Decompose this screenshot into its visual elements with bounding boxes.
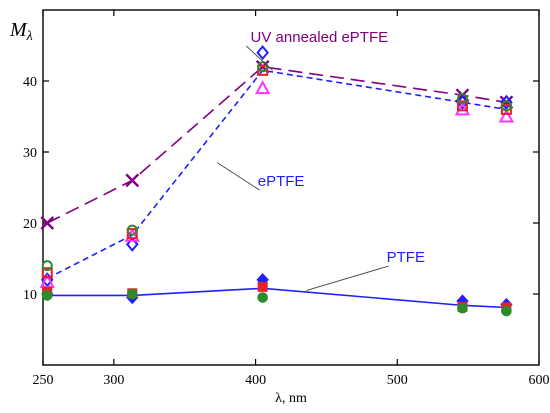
marker-open-square-3-2	[257, 64, 269, 76]
marker-open-triangle-2-4	[498, 108, 515, 123]
marker-open-triangle-2-3	[454, 101, 471, 116]
marker-filled-circle-7-2	[257, 292, 268, 303]
y-axis-title: Mλ	[9, 19, 33, 44]
marker-open-triangle-2-1	[124, 227, 140, 242]
marker-open-diamond-1-1	[125, 236, 139, 252]
annotation-leader-2	[306, 265, 389, 291]
y-tick-label-2: 30	[23, 146, 37, 161]
x-tick-label-0: 250	[33, 373, 54, 388]
annotation-1: ePTFE	[258, 173, 305, 190]
tick-labels: 250 300 400 500 600 10 20 30 40	[23, 75, 550, 388]
marker-filled-circle-7-4	[501, 305, 512, 317]
annotation-leaders	[217, 45, 389, 291]
marker-x-0-0	[40, 216, 55, 230]
annotation-leader-0	[245, 45, 273, 71]
plot-frame	[42, 9, 540, 366]
data-markers	[39, 45, 515, 317]
series-line-2	[47, 287, 507, 309]
annotation-leader-1	[217, 162, 260, 191]
marker-filled-circle-7-0	[41, 290, 53, 301]
series-line-0	[46, 65, 507, 224]
marker-filled-circle-7-3	[457, 302, 468, 314]
marker-open-circle-4-3	[456, 93, 468, 105]
x-axis-title: λ, nm	[275, 391, 307, 406]
marker-open-square-3-3	[456, 100, 468, 112]
marker-open-square-3-4	[500, 103, 512, 115]
marker-open-circle-4-4	[500, 100, 512, 112]
y-tick-label-3: 40	[23, 75, 37, 90]
y-tick-label-0: 10	[23, 288, 37, 303]
y-axis-title-sub: λ	[26, 29, 33, 44]
marker-x-0-1	[125, 173, 140, 188]
marker-open-diamond-1-4	[500, 94, 513, 110]
marker-filled-circle-7-1	[126, 288, 138, 300]
marker-open-square-3-1	[126, 228, 138, 240]
x-tick-label-2: 400	[245, 373, 266, 388]
y-tick-label-1: 20	[23, 217, 37, 232]
marker-open-diamond-1-2	[256, 45, 269, 61]
marker-open-circle-4-1	[126, 224, 138, 236]
marker-open-circle-4-2	[257, 61, 269, 73]
marker-open-triangle-2-2	[254, 80, 271, 95]
annotation-2: PTFE	[387, 249, 425, 266]
x-tick-label-1: 300	[103, 373, 124, 388]
annotation-0: UV annealed ePTFE	[251, 29, 389, 46]
marker-open-circle-4-0	[41, 260, 53, 272]
y-axis-title-main: M	[9, 19, 28, 41]
x-tick-label-3: 500	[387, 373, 408, 388]
marker-filled-square-6-2	[257, 281, 268, 292]
marker-open-square-3-0	[41, 267, 53, 279]
x-tick-label-4: 600	[529, 373, 550, 388]
annotations: UV annealed ePTFE ePTFE PTFE	[251, 29, 425, 266]
